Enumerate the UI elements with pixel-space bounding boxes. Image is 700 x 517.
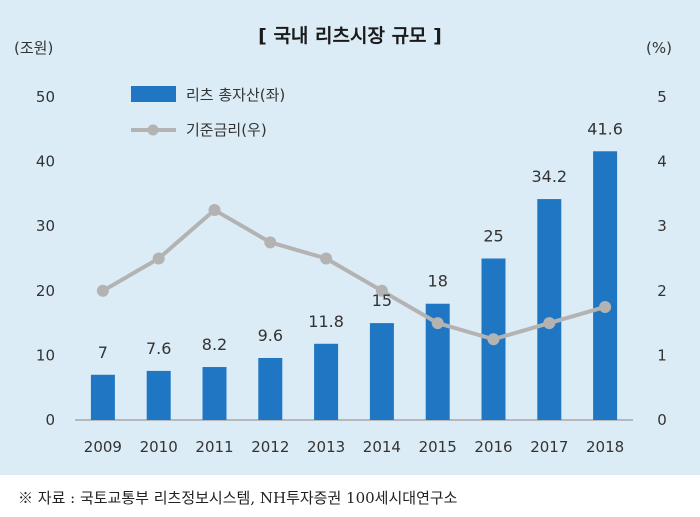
bar-series [90,151,618,421]
chart-svg: [ 국내 리츠시장 규모 ] (조원) (%) 리츠 총자산(좌) 기준금리(우… [14,25,672,456]
rate-point [320,252,333,265]
bar-data-label: 11.8 [308,312,344,331]
bar-data-label: 34.2 [531,167,567,186]
right-axis-tick-label: 2 [657,282,667,300]
rate-point [375,284,388,297]
rate-point [543,317,556,330]
rate-point [431,317,444,330]
left-axis-tick-label: 0 [45,411,55,429]
bar [314,343,339,420]
bar-data-label: 18 [428,272,448,291]
rate-point [152,252,165,265]
bar-data-label: 8.2 [202,335,227,354]
bar-data-label: 41.6 [587,119,623,138]
rate-point [264,236,277,249]
bar [146,370,171,420]
x-axis-tick-label: 2012 [251,438,289,456]
legend-line-marker [147,124,159,136]
source-note: ※ 자료 : 국토교통부 리츠정보시스템, NH투자증권 100세시대연구소 [18,489,458,507]
rate-line [101,208,606,342]
legend-bar-swatch [131,86,176,102]
source-footer: ※ 자료 : 국토교통부 리츠정보시스템, NH투자증권 100세시대연구소 [0,475,700,517]
data-labels: 7 7.6 8.2 9.6 11.8 15 18 25 34.2 41.6 [98,119,623,362]
bar-data-label: 7.6 [146,339,171,358]
x-axis-tick-label: 2018 [586,438,624,456]
legend: 리츠 총자산(좌) 기준금리(우) [131,86,285,139]
chart-title: [ 국내 리츠시장 규모 ] [258,25,442,47]
legend-line-label: 기준금리(우) [186,121,267,139]
x-axis-tick-label: 2017 [530,438,568,456]
rate-point [487,333,500,346]
rate-point [96,284,109,297]
bar [90,374,115,420]
left-axis-tick-label: 50 [36,88,55,106]
bar [258,357,283,420]
right-axis-tick-label: 0 [657,411,667,429]
bar-data-label: 15 [372,291,392,310]
right-axis-tick-label: 5 [657,88,667,106]
x-axis-tick-label: 2014 [363,438,401,456]
left-axis-tick-label: 30 [36,217,55,235]
bar [537,199,562,420]
bar-data-label: 9.6 [258,326,283,345]
left-axis-tick-label: 20 [36,282,55,300]
right-axis-unit: (%) [646,39,672,57]
bar [593,151,618,421]
bar [369,323,394,420]
line-series [96,204,612,346]
x-axis-tick-label: 2010 [140,438,178,456]
x-axis-tick-label: 2013 [307,438,345,456]
rate-point [599,300,612,313]
right-axis-tick-label: 4 [657,153,667,171]
bar-data-label: 7 [98,343,108,362]
left-axis-unit: (조원) [14,39,53,57]
right-axis-tick-label: 3 [657,217,667,235]
x-axis-tick-label: 2016 [474,438,512,456]
x-axis-tick-label: 2015 [419,438,457,456]
x-axis-tick-label: 2009 [84,438,122,456]
chart-panel: [ 국내 리츠시장 규모 ] (조원) (%) 리츠 총자산(좌) 기준금리(우… [0,0,700,475]
left-axis-tick-label: 10 [36,346,55,364]
right-axis-tick-label: 1 [657,346,667,364]
x-axis-tick-label: 2011 [195,438,233,456]
bar-data-label: 25 [483,227,503,246]
bar [202,367,227,420]
left-axis-tick-label: 40 [36,153,55,171]
rate-point [208,204,221,217]
axes: 0 10 20 30 40 50 0 1 2 3 4 5 2009 2010 2011 2012 2013 201… [36,88,667,456]
legend-bar-label: 리츠 총자산(좌) [186,86,285,104]
